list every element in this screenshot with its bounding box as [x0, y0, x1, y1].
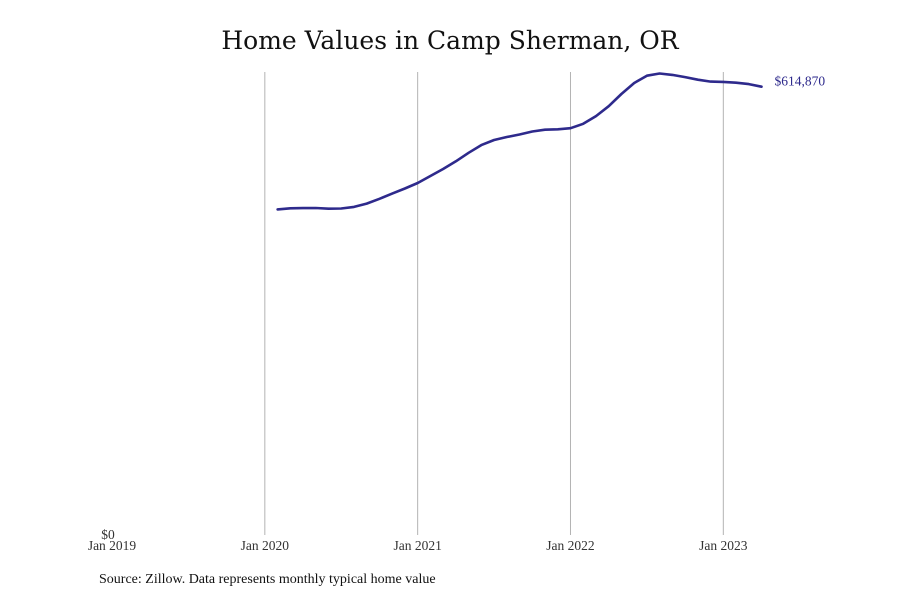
- x-tick-label: Jan 2022: [546, 538, 594, 553]
- y-tick-label: $0: [101, 527, 115, 542]
- x-tick-label: Jan 2019: [88, 538, 137, 553]
- source-note: Source: Zillow. Data represents monthly …: [99, 572, 436, 587]
- series-line: [276, 72, 763, 211]
- x-tick-label: Jan 2021: [393, 538, 441, 553]
- x-tick-label: Jan 2020: [241, 538, 290, 553]
- end-value-label: $614,870: [775, 74, 826, 89]
- x-tick-label: Jan 2023: [699, 538, 748, 553]
- chart-title: Home Values in Camp Sherman, OR: [221, 26, 679, 55]
